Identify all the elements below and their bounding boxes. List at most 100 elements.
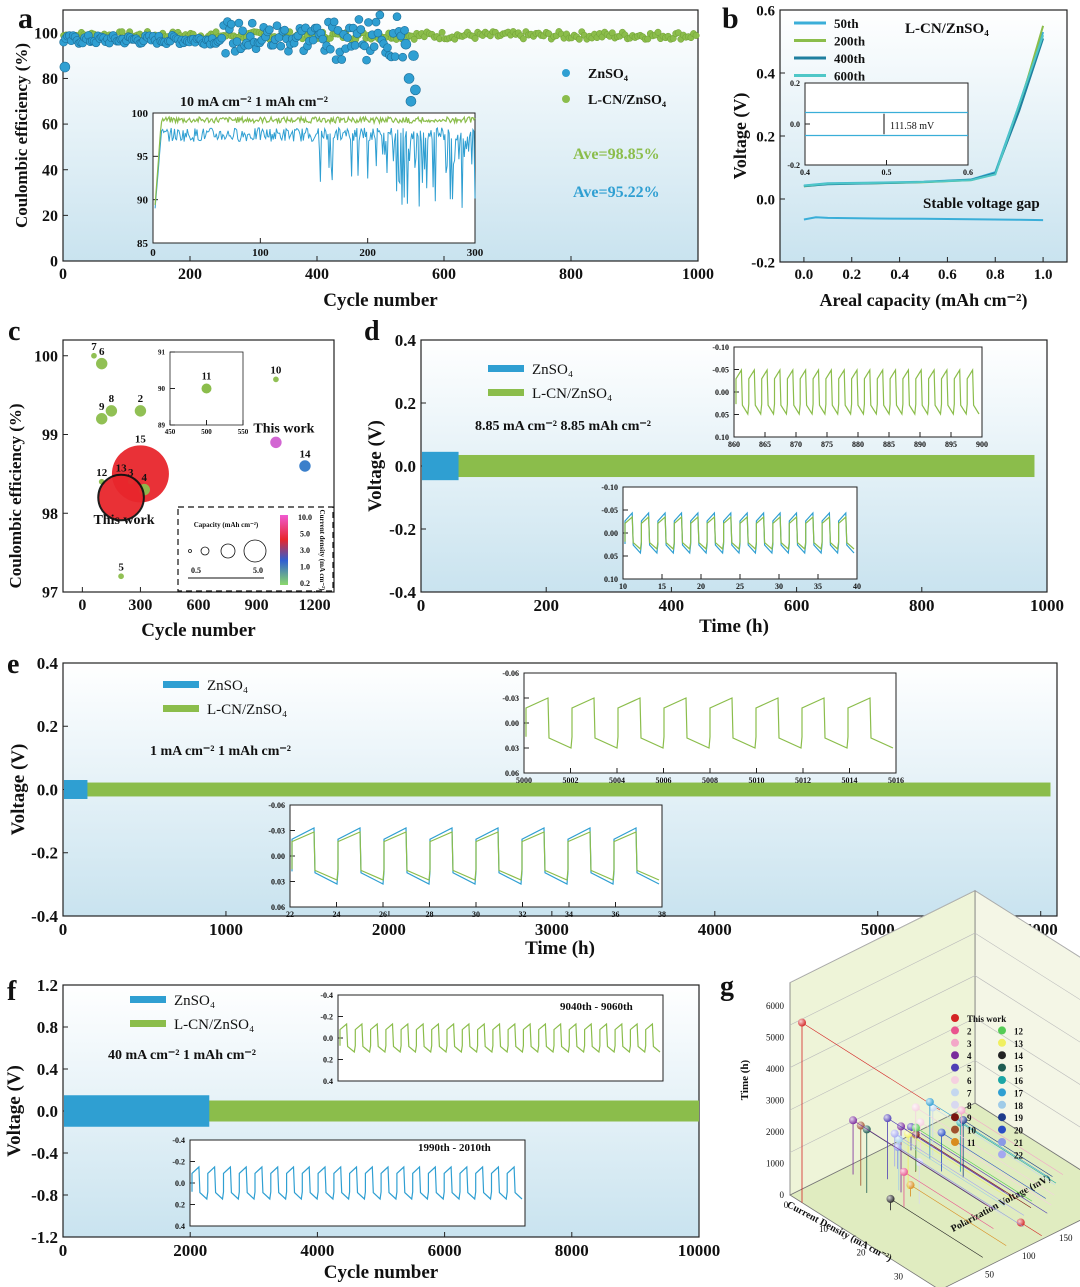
panel-f-y-tick-label: -0.4	[31, 1144, 58, 1163]
panel-a-inset-y-tick-label: 90	[137, 195, 149, 207]
panel-f-x-tick-label: 10000	[678, 1241, 721, 1260]
panel-f-inset-bottom-y-tick-label: 0.2	[175, 1200, 185, 1209]
panel-c-point-label: 3	[128, 467, 134, 479]
panel-a-x-tick-label: 200	[178, 266, 202, 283]
panel-d-inset-bottom-x-tick-label: 30	[775, 582, 783, 591]
panel-g-projection-line	[887, 1117, 1009, 1196]
panel-a-zn-point	[318, 34, 328, 44]
panel-g-grid	[974, 1017, 1080, 1085]
panel-c-point	[134, 405, 147, 417]
panel-c-colorbar-title: Current density (mA cm⁻²)	[318, 510, 326, 592]
panel-g-legend-ball	[998, 1051, 1006, 1060]
panel-d-inset-bottom-x-tick-label: 20	[697, 582, 705, 591]
panel-e-xlabel: Time (h)	[525, 938, 595, 959]
panel-g-legend-label: 13	[1014, 1039, 1024, 1049]
panel-a-lcn-point	[692, 32, 700, 39]
panel-a-zn-point	[373, 28, 383, 38]
panel-a-zn-point	[272, 21, 282, 30]
panel-g-projection-line	[866, 1129, 985, 1205]
panel-g-ball-shine	[862, 1125, 871, 1134]
panel-g-legend-label: 22	[1014, 1150, 1024, 1160]
panel-c-point-label: 9	[99, 401, 105, 413]
panel-c-inset-y-tick-label: 90	[158, 385, 166, 393]
panel-a-ave-zn: Ave=95.22%	[573, 184, 660, 201]
panel-b-x-tick-label: 1.0	[1034, 267, 1053, 283]
panel-d-y-tick-label: 0.2	[395, 394, 416, 413]
panel-g-y-tick-label: 3000	[766, 1096, 785, 1106]
panel-g-legend-ball	[998, 1026, 1006, 1035]
panel-c-point	[96, 413, 108, 425]
panel-d-y-tick-label: -0.4	[389, 583, 416, 602]
panel-e-inset-top-y-tick-label: 0.06	[505, 769, 519, 778]
panel-d-y-tick-label: 0.4	[395, 331, 417, 350]
panel-g-ball-shine	[890, 1129, 899, 1138]
panel-d-x-tick-label: 800	[909, 596, 935, 615]
panel-e-inset-bottom-x-tick-label: 32	[519, 910, 527, 919]
panel-a-condition: 10 mA cm⁻² 1 mAh cm⁻²	[180, 95, 328, 110]
panel-g-legend-ball	[998, 1076, 1006, 1084]
panel-f-inset-top-y-tick-label: -0.2	[320, 1012, 333, 1021]
panel-g-projection-line	[915, 1107, 1055, 1196]
panel-f-legend-swatch-zn	[130, 996, 166, 1003]
panel-d-inset-top-y-tick-label: 0.10	[715, 433, 729, 442]
panel-d-legend-zn: ZnSO₄	[532, 362, 573, 378]
panel-f-x-tick-label: 8000	[555, 1241, 589, 1260]
panel-d-inset-bottom-y-tick-label: -0.05	[601, 506, 618, 515]
panel-c-point-label: 4	[142, 472, 148, 484]
panel-b-label: b	[722, 2, 739, 35]
panel-a-lcn-point	[654, 28, 662, 36]
panel-b-legend-label: 50th	[834, 16, 859, 31]
panel-c-inset-x-tick-label: 550	[238, 428, 249, 436]
panel-g-legend-ball	[951, 1100, 959, 1109]
panel-a-zn-point	[226, 19, 236, 29]
panel-c-x-tick-label: 0	[78, 597, 86, 614]
panel-e-y-tick-label: 0.2	[37, 717, 58, 736]
panel-e-inset-top-x-tick-label: 5010	[749, 776, 765, 785]
panel-c-x-tick-label: 900	[245, 597, 269, 614]
panel-g-legend-label: 6	[967, 1076, 972, 1086]
panel-d-label: d	[364, 316, 380, 347]
panel-f-legend-zn: ZnSO₄	[174, 993, 215, 1009]
panel-c-colorbar-tick: 5.0	[300, 530, 310, 539]
panel-d-inset-bottom-x-tick-label: 40	[853, 582, 861, 591]
panel-g-legend-ball	[998, 1138, 1006, 1146]
panel-c-colorbar-tick: 0.2	[300, 579, 310, 588]
panel-c-y-tick-label: 99	[42, 427, 58, 444]
panel-c-point-label: This work	[253, 421, 314, 436]
panel-g-ball-shine	[894, 1135, 903, 1144]
panel-f-inset-bottom-label: 1990th - 2010th	[418, 1142, 491, 1154]
panel-g-projection-line	[910, 1184, 1007, 1246]
panel-c-x-tick-label: 1200	[299, 597, 331, 614]
panel-a-zn-point	[364, 18, 373, 27]
panel-b-annotation: Stable voltage gap	[923, 196, 1040, 212]
panel-f-inset-top-y-tick-label: 0.0	[323, 1034, 333, 1043]
panel-a-inset-zn-line	[154, 126, 476, 209]
panel-g-legend-ball	[951, 1113, 959, 1122]
panel-b-inset-gap-label: 111.58 mV	[890, 121, 935, 132]
panel-a-y-tick-label: 0	[50, 254, 58, 271]
panel-g-projection-line	[1020, 1222, 1042, 1237]
panel-a-zn-point	[408, 50, 419, 61]
panel-f-y-tick-label: 0.8	[37, 1018, 58, 1037]
panel-b-x-tick-label: 0.0	[795, 267, 814, 283]
panel-d-condition: 8.85 mA cm⁻² 8.85 mAh cm⁻²	[475, 419, 651, 434]
panel-a-inset-x-tick-label: 100	[252, 247, 269, 259]
panel-a-zn-point	[371, 17, 381, 27]
panel-f-x-tick-label: 4000	[300, 1241, 334, 1260]
panel-e-x-tick-label: 2000	[372, 920, 406, 939]
panel-e-inset-top-x-tick-label: 5004	[609, 776, 625, 785]
panel-a-inset-area	[152, 112, 476, 244]
panel-g-y-tick-label: 2000	[766, 1127, 785, 1137]
panel-a-zn-point	[280, 25, 289, 35]
panel-d-x-tick-label: 0	[417, 596, 426, 615]
panel-e-inset-bottom-y-tick-label: 0.03	[271, 877, 285, 886]
panel-g-legend-label: 19	[1014, 1113, 1024, 1123]
panel-c-colorbar-tick: 10.0	[298, 513, 312, 522]
panel-f-x-tick-label: 0	[59, 1241, 68, 1260]
panel-c-point-label: 12	[96, 467, 108, 479]
panel-g-grid	[789, 890, 976, 983]
panel-g-ball-shine	[906, 1181, 915, 1190]
panel-c-point	[97, 473, 145, 522]
panel-c-ylabel: Coulombic efficiency (%)	[6, 403, 25, 588]
panel-f-y-tick-label: 0.4	[37, 1060, 59, 1079]
